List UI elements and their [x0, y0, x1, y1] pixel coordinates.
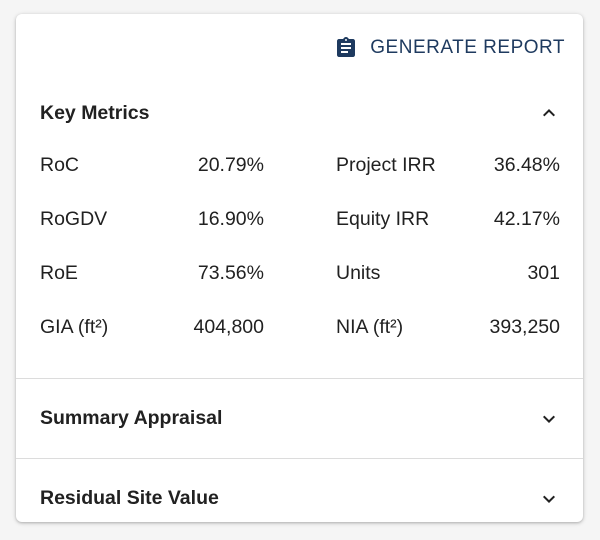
metric-value: 404,800	[193, 316, 265, 338]
metric-label: Equity IRR	[336, 208, 430, 230]
section-title-summary-appraisal: Summary Appraisal	[40, 407, 223, 429]
metric-label: NIA (ft²)	[336, 316, 404, 338]
key-metrics-section: Key Metrics RoC 20.79% Project IRR 36.48…	[16, 80, 583, 378]
metric-row: GIA (ft²) 404,800 NIA (ft²) 393,250	[16, 312, 583, 342]
generate-report-button[interactable]: GENERATE REPORT	[334, 34, 565, 62]
chevron-up-icon[interactable]	[537, 101, 561, 125]
metric-label: GIA (ft²)	[40, 316, 109, 338]
summary-appraisal-section: Summary Appraisal	[16, 379, 583, 458]
clipboard-icon	[337, 37, 356, 57]
summary-appraisal-header[interactable]: Summary Appraisal	[16, 379, 583, 458]
key-metrics-header[interactable]: Key Metrics	[16, 80, 583, 146]
metric-value: 20.79%	[197, 154, 264, 176]
metric-row: RoC 20.79% Project IRR 36.48%	[16, 150, 583, 180]
report-toolbar: GENERATE REPORT	[16, 14, 583, 80]
metric-row: RoE 73.56% Units 301	[16, 258, 583, 288]
divider	[16, 378, 583, 379]
chevron-down-icon[interactable]	[537, 407, 561, 431]
metric-value: 36.48%	[493, 154, 560, 176]
section-title-residual-site-value: Residual Site Value	[40, 487, 219, 509]
metric-row: RoGDV 16.90% Equity IRR 42.17%	[16, 204, 583, 234]
metric-value: 16.90%	[197, 208, 264, 230]
metric-label: RoE	[40, 262, 78, 284]
metric-label: RoGDV	[40, 208, 108, 230]
metric-value: 393,250	[489, 316, 561, 338]
metric-value: 73.56%	[197, 262, 264, 284]
residual-site-value-section: Residual Site Value	[16, 459, 583, 522]
residual-site-value-header[interactable]: Residual Site Value	[16, 459, 583, 522]
key-metrics-grid: RoC 20.79% Project IRR 36.48% RoGDV 16.9…	[16, 146, 583, 378]
metric-value: 42.17%	[493, 208, 560, 230]
metric-label: Units	[336, 262, 381, 284]
metrics-card: GENERATE REPORT Key Metrics RoC 20.79% P…	[16, 14, 583, 522]
metric-label: Project IRR	[336, 154, 436, 176]
section-title-key-metrics: Key Metrics	[40, 101, 150, 124]
metric-label: RoC	[40, 154, 80, 176]
metric-value: 301	[527, 262, 560, 284]
generate-report-label: GENERATE REPORT	[370, 37, 565, 58]
chevron-down-icon[interactable]	[537, 487, 561, 511]
divider	[16, 458, 583, 459]
